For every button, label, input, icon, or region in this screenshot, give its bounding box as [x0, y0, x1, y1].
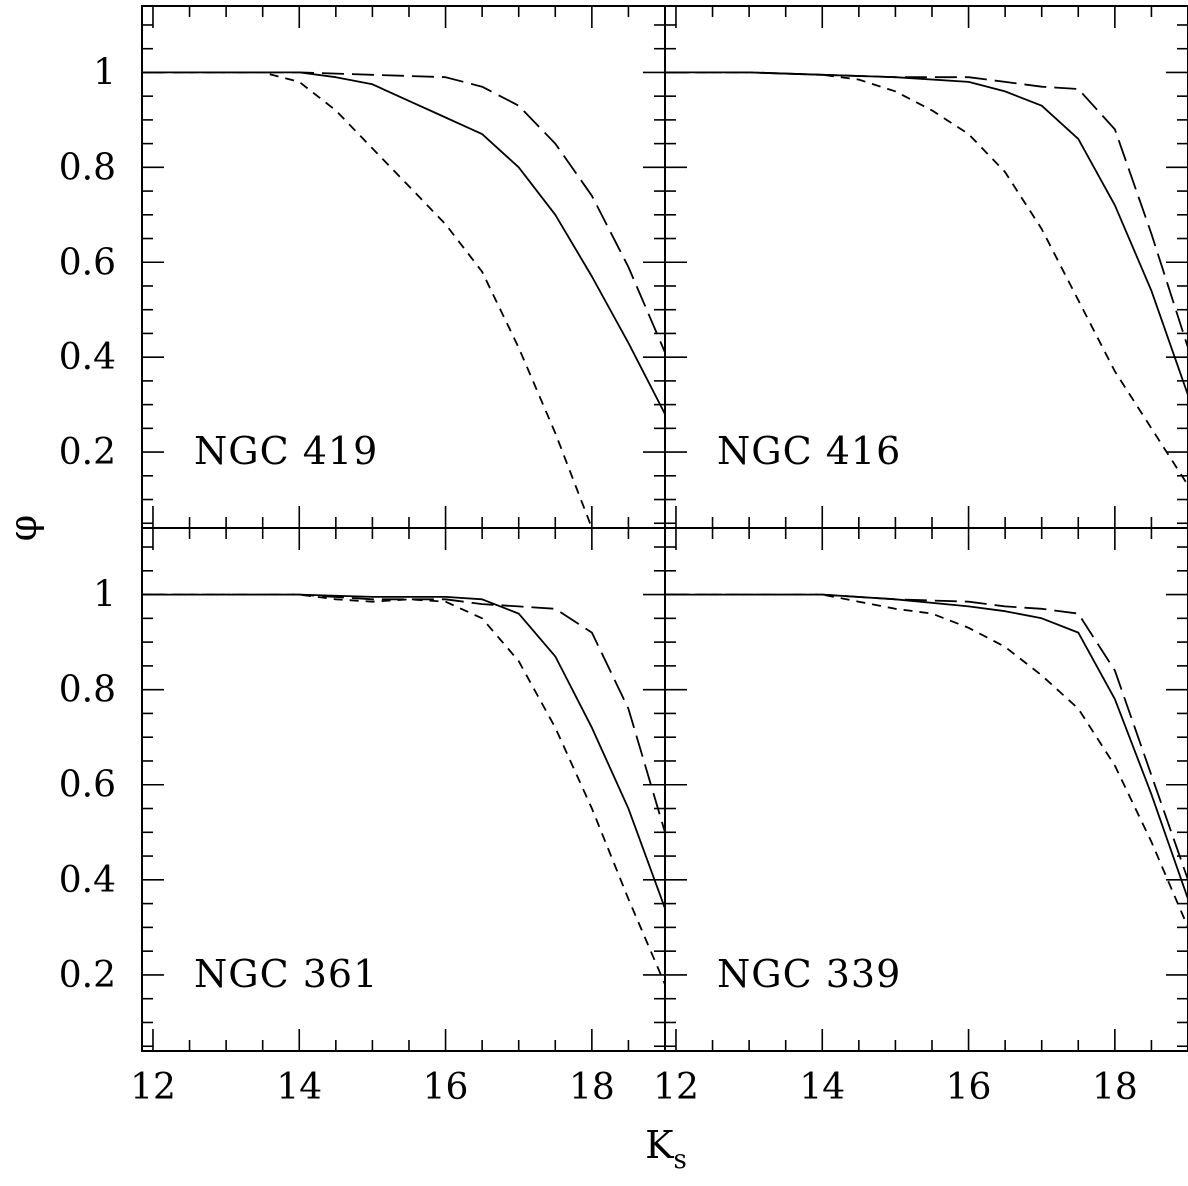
y-tick-label: 1 — [93, 575, 116, 616]
y-tick-label: 0.6 — [59, 765, 116, 806]
x-tick-label: 12 — [130, 1067, 176, 1108]
panel-ngc-416: NGC 416 — [664, 5, 1188, 529]
y-tick-label: 0.4 — [59, 860, 116, 901]
series-long-dash — [665, 593, 1188, 881]
x-tick-label: 16 — [423, 1067, 469, 1108]
series-group — [665, 71, 1188, 486]
y-tick-label: 0.2 — [59, 432, 116, 473]
panel-label: NGC 419 — [194, 429, 378, 473]
panel-label: NGC 339 — [717, 952, 901, 996]
x-tick-labels: 12 14 16 18 12 14 16 18 — [130, 1067, 1138, 1108]
y-tick-label: 1 — [93, 52, 116, 93]
series-short-dash — [665, 593, 1188, 928]
x-axis-title-main: K — [645, 1123, 674, 1167]
panels: NGC 419 NGC 416 NGC 361 NGC 339 — [141, 5, 1188, 1052]
series-short-dash — [142, 593, 665, 985]
series-short-dash — [142, 71, 593, 528]
tick-marks — [665, 6, 1188, 528]
x-tick-label: 14 — [799, 1067, 845, 1108]
x-axis-title-subscript: s — [674, 1145, 687, 1175]
panel-ngc-419: NGC 419 — [141, 5, 666, 529]
panel-frame — [664, 527, 1188, 1052]
x-tick-label: 12 — [653, 1067, 699, 1108]
series-group — [142, 593, 665, 985]
y-tick-label: 0.6 — [59, 242, 116, 283]
series-solid — [665, 593, 1188, 900]
panel-label: NGC 361 — [194, 952, 378, 996]
y-tick-label: 0.8 — [59, 670, 116, 711]
series-group — [142, 71, 665, 528]
series-solid — [665, 71, 1188, 396]
y-tick-label: 0.2 — [59, 955, 116, 996]
series-long-dash — [142, 71, 665, 353]
tick-marks — [665, 528, 1188, 1051]
x-axis-title: Ks — [645, 1123, 687, 1175]
series-solid — [142, 593, 665, 909]
y-tick-label: 0.8 — [59, 147, 116, 188]
tick-marks — [142, 528, 666, 1051]
panel-label: NGC 416 — [717, 429, 901, 473]
panel-ngc-339: NGC 339 — [664, 527, 1188, 1052]
y-tick-labels: 0.2 0.4 0.6 0.8 1 0.2 0.4 0.6 0.8 1 — [59, 52, 116, 995]
series-long-dash — [665, 71, 1188, 348]
x-tick-label: 18 — [1092, 1067, 1138, 1108]
panel-ngc-361: NGC 361 — [141, 527, 666, 1052]
x-tick-label: 16 — [946, 1067, 992, 1108]
x-tick-label: 18 — [569, 1067, 615, 1108]
series-solid — [142, 71, 665, 415]
tick-marks — [142, 6, 666, 528]
series-group — [665, 593, 1188, 928]
x-tick-label: 14 — [276, 1067, 322, 1108]
y-axis-title: φ — [1, 515, 45, 542]
y-tick-label: 0.4 — [59, 337, 116, 378]
series-short-dash — [665, 71, 1188, 486]
